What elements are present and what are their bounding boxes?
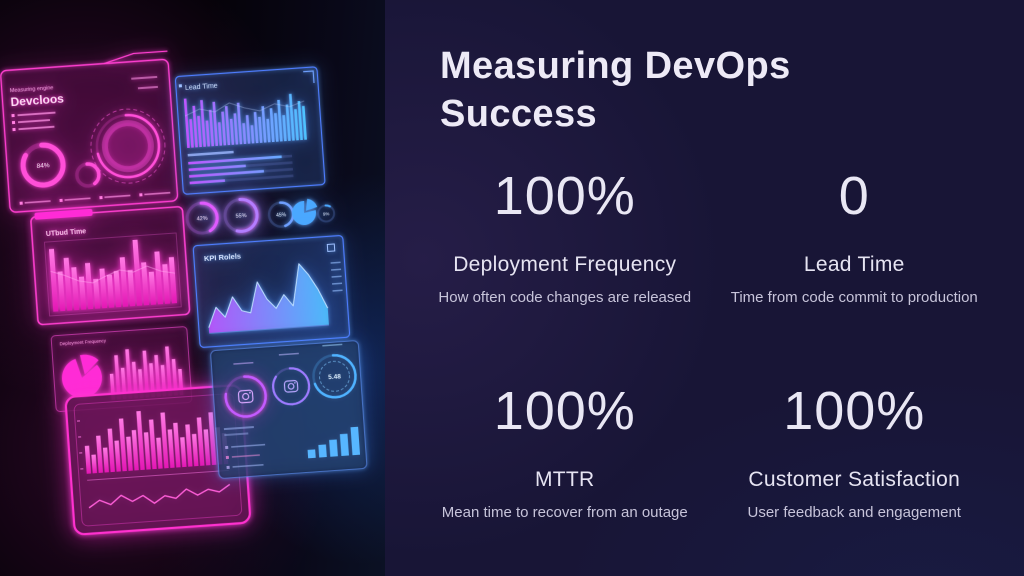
lead-progress-bars <box>188 154 294 185</box>
bottom-line-chart <box>88 483 231 509</box>
panel-title: UTbud Time <box>46 228 87 238</box>
devops-dashboard-image: Measuring engine Devcloos 84% <box>0 0 385 576</box>
stat-label: Lead Time <box>803 252 905 276</box>
ring-outer <box>90 108 166 184</box>
camera-icon <box>283 379 299 393</box>
gauge-84 <box>20 142 66 188</box>
gauge-42-label: 42% <box>197 216 209 223</box>
panel-title: Devcloos <box>10 91 65 109</box>
gauge-9-label: 9% <box>323 211 330 216</box>
kpi-area-outline <box>208 263 329 328</box>
stat-label: Customer Satisfaction <box>748 467 961 491</box>
panel-title: Lead Time <box>185 83 218 92</box>
social-rings-panel: 5.48 <box>210 340 368 479</box>
kpi-area-chart <box>208 263 329 333</box>
panel-title: KPI Rolels <box>204 252 242 264</box>
stat-label: MTTR <box>534 467 595 491</box>
kpi-panel: KPI Rolels <box>192 235 351 348</box>
stat-customer-satisfaction: 100% Customer Satisfaction User feedback… <box>710 380 1000 521</box>
gauge-pie <box>292 198 318 225</box>
camera-icon <box>237 389 254 404</box>
lead-time-panel: Lead Time <box>174 66 326 195</box>
panel-footer-legend <box>19 191 171 205</box>
stat-value: 100% <box>493 165 636 226</box>
stat-mttr: 100% MTTR Mean time to recover from an o… <box>420 380 710 521</box>
stat-deployment-frequency: 100% Deployment Frequency How often code… <box>420 165 710 306</box>
stats-grid: 100% Deployment Frequency How often code… <box>385 165 1024 521</box>
stat-value: 100% <box>783 380 926 441</box>
dashboard-art: Measuring engine Devcloos 84% <box>0 50 368 536</box>
gauge-55-label: 55% <box>235 213 247 220</box>
gauge-9 <box>317 204 336 223</box>
page-title: Measuring DevOps Success <box>440 45 791 136</box>
slide-content: Measuring DevOps Success 100% Deployment… <box>385 0 1024 576</box>
stat-description: Time from code commit to production <box>730 288 978 306</box>
ring-3-inner <box>319 360 351 392</box>
stat-value: 100% <box>493 380 636 441</box>
panel-eyebrow: Measuring engine <box>10 85 54 94</box>
gauge-small <box>75 162 101 188</box>
bottom-chart-panel <box>64 384 251 536</box>
ring-1 <box>224 375 267 418</box>
ring-arc <box>95 113 161 179</box>
stat-description: Mean time to recover from an outage <box>441 503 688 521</box>
stat-description: How often code changes are released <box>438 288 692 306</box>
stat-label: Deployment Frequency <box>453 252 677 276</box>
lead-bar-chart <box>183 93 307 148</box>
lead-line-overlay <box>184 100 305 117</box>
gauges-row: 42% 55% 45% 9% <box>185 197 336 235</box>
utbud-time-panel: UTbud Time <box>30 206 191 326</box>
gauge-84-label: 84% <box>36 162 50 170</box>
devops-overview-panel: Measuring engine Devcloos 84% <box>0 50 179 213</box>
gauge-45-label: 45% <box>276 212 287 219</box>
ring-3-value: 5.48 <box>328 373 341 381</box>
gauge-55 <box>223 197 259 233</box>
utbud-line-overlay <box>50 265 175 284</box>
gauge-42 <box>185 201 219 235</box>
stat-lead-time: 0 Lead Time Time from code commit to pro… <box>710 165 1000 306</box>
social-list <box>225 443 266 470</box>
ring-inner <box>101 120 154 173</box>
social-bar-chart <box>307 426 361 459</box>
kpi-legend <box>330 261 343 292</box>
stat-description: User feedback and engagement <box>747 503 961 521</box>
panel-title: Deployment Frequency <box>59 338 107 346</box>
frequency-pie-chart <box>62 354 103 398</box>
ring-3 <box>312 354 357 399</box>
ring-2 <box>272 367 311 406</box>
frequency-bar-chart <box>109 346 184 400</box>
stat-value: 0 <box>838 165 870 226</box>
